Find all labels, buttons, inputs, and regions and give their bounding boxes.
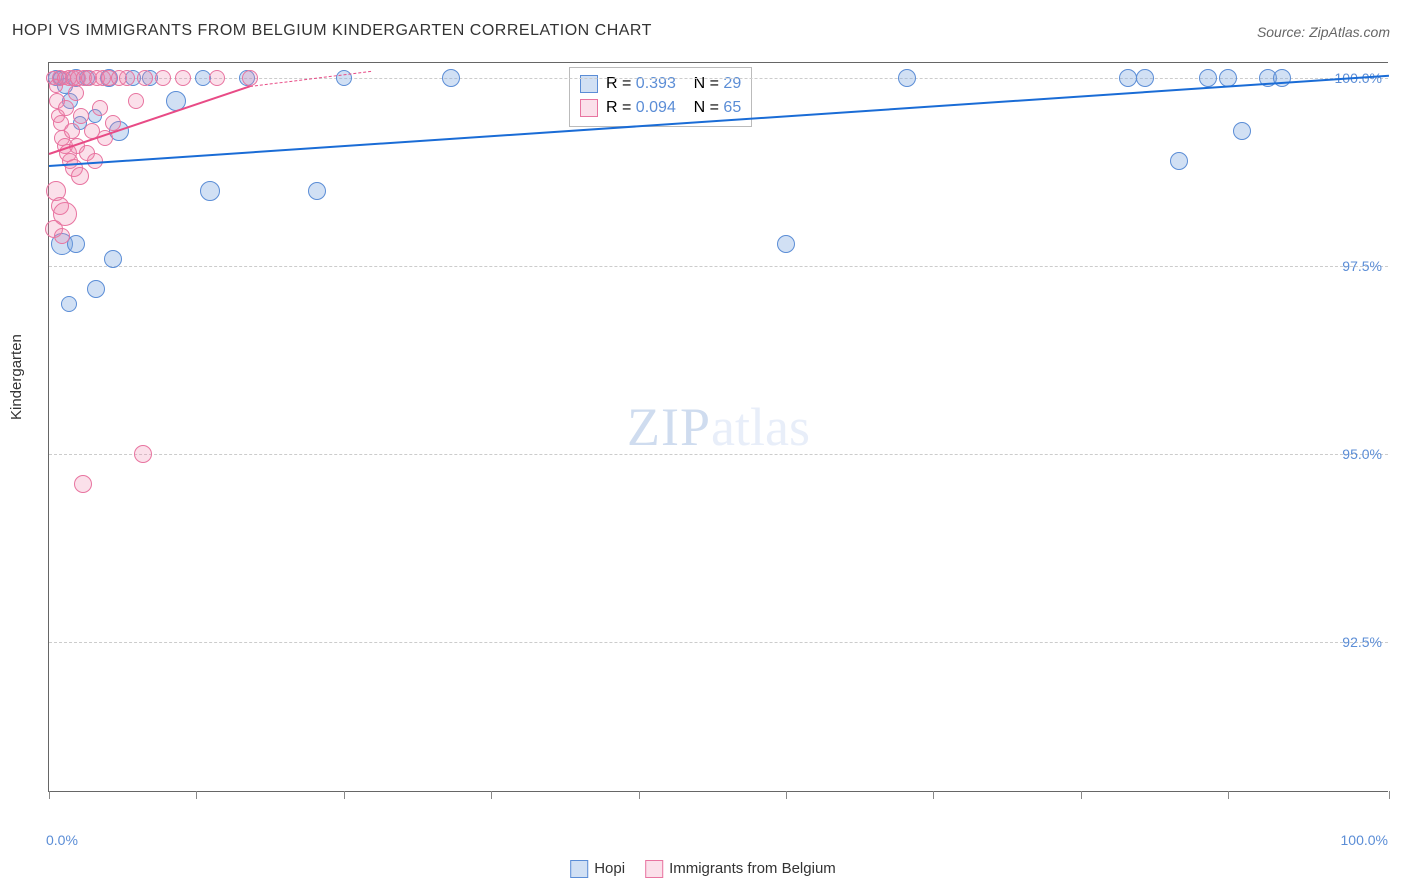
watermark-zip: ZIP [627, 397, 711, 457]
y-tick-label: 92.5% [1342, 634, 1382, 650]
r-value-pink: 0.094 [636, 99, 676, 116]
r-label-2: R = [606, 99, 631, 116]
grid-line [49, 642, 1388, 643]
data-point-blue [336, 70, 352, 86]
bottom-legend-pink: Immigrants from Belgium [645, 860, 836, 878]
x-tick [1081, 791, 1082, 799]
watermark-atlas: atlas [711, 397, 810, 457]
data-point-blue [1233, 122, 1251, 140]
bottom-legend-blue: Hopi [570, 860, 625, 878]
plot-area: ZIPatlas R = 0.393 N = 29 R = 0.094 N = … [48, 62, 1388, 792]
legend-text-pink: R = 0.094 N = 65 [606, 99, 741, 117]
x-tick [49, 791, 50, 799]
data-point-pink [134, 445, 152, 463]
x-tick [933, 791, 934, 799]
x-tick [344, 791, 345, 799]
data-point-pink [71, 167, 89, 185]
data-point-blue [1273, 69, 1291, 87]
legend-label-blue: Hopi [594, 860, 625, 877]
y-tick-label: 97.5% [1342, 258, 1382, 274]
grid-line [49, 454, 1388, 455]
data-point-pink [175, 70, 191, 86]
x-tick [1228, 791, 1229, 799]
data-point-pink [128, 93, 144, 109]
data-point-pink [54, 228, 70, 244]
x-axis-start-label: 0.0% [46, 832, 78, 848]
data-point-blue [308, 182, 326, 200]
data-point-blue [777, 235, 795, 253]
data-point-pink [209, 70, 225, 86]
data-point-pink [64, 123, 80, 139]
x-tick [1389, 791, 1390, 799]
legend-label-pink: Immigrants from Belgium [669, 860, 836, 877]
data-point-pink [73, 108, 89, 124]
y-tick-label: 95.0% [1342, 446, 1382, 462]
data-point-blue [1170, 152, 1188, 170]
legend-row-blue: R = 0.393 N = 29 [580, 72, 741, 96]
x-tick [491, 791, 492, 799]
stats-legend: R = 0.393 N = 29 R = 0.094 N = 65 [569, 67, 752, 127]
data-point-blue [1119, 69, 1137, 87]
data-point-blue [442, 69, 460, 87]
data-point-pink [119, 70, 135, 86]
swatch-blue-bottom [570, 860, 588, 878]
data-point-pink [137, 70, 153, 86]
data-point-pink [242, 70, 258, 86]
data-point-blue [87, 280, 105, 298]
source-label: Source: ZipAtlas.com [1257, 24, 1390, 40]
data-point-pink [74, 475, 92, 493]
data-point-pink [92, 100, 108, 116]
data-point-blue [200, 181, 220, 201]
data-point-blue [1199, 69, 1217, 87]
x-axis-end-label: 100.0% [1341, 832, 1388, 848]
watermark: ZIPatlas [627, 396, 810, 458]
x-tick [786, 791, 787, 799]
y-axis-label: Kindergarten [8, 334, 25, 420]
n-value-pink: 65 [723, 99, 741, 116]
x-tick [639, 791, 640, 799]
legend-row-pink: R = 0.094 N = 65 [580, 96, 741, 120]
data-point-pink [58, 100, 74, 116]
data-point-blue [61, 296, 77, 312]
data-point-blue [898, 69, 916, 87]
data-point-pink [155, 70, 171, 86]
x-tick [196, 791, 197, 799]
data-point-blue [1136, 69, 1154, 87]
chart-title: HOPI VS IMMIGRANTS FROM BELGIUM KINDERGA… [12, 22, 652, 40]
data-point-blue [104, 250, 122, 268]
data-point-pink [68, 85, 84, 101]
bottom-legend: Hopi Immigrants from Belgium [570, 860, 836, 878]
n-label-2: N = [694, 99, 719, 116]
swatch-pink [580, 99, 598, 117]
grid-line [49, 266, 1388, 267]
swatch-pink-bottom [645, 860, 663, 878]
